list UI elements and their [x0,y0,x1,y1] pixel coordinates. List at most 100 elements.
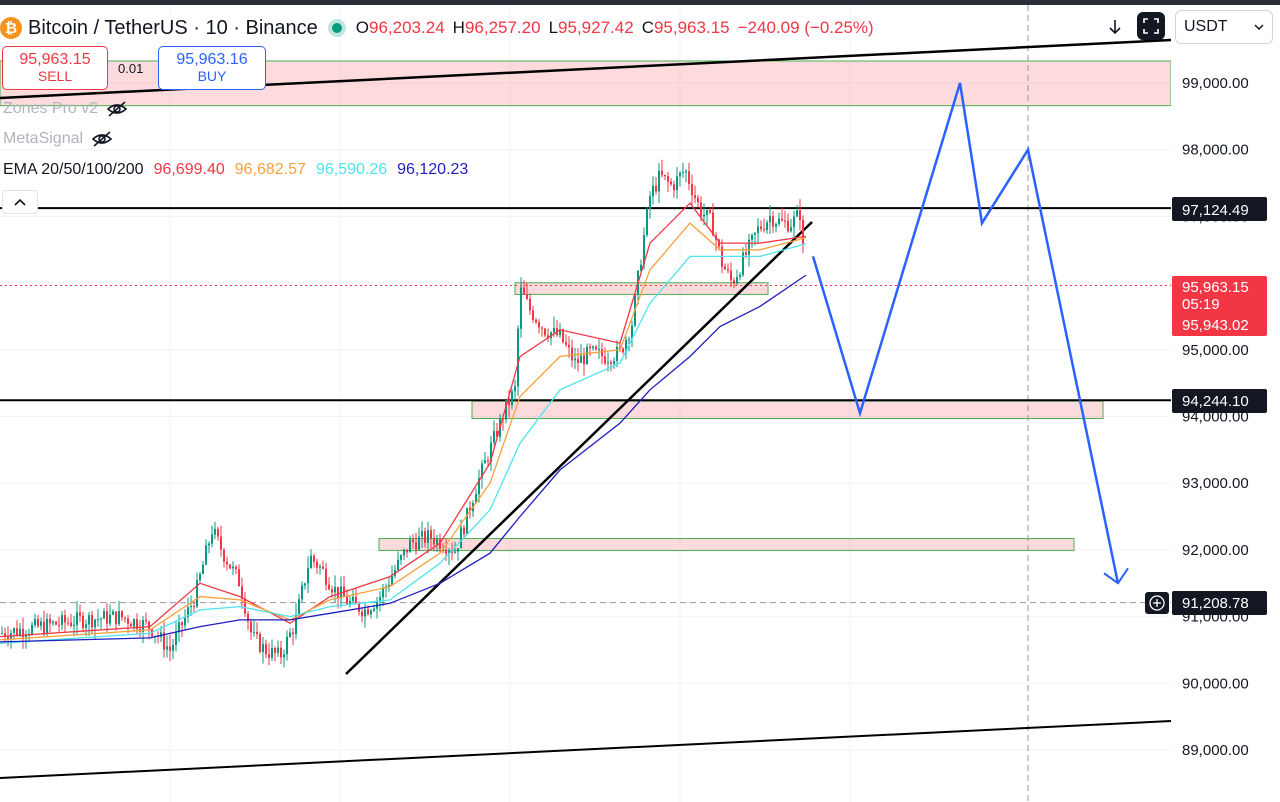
candle-body [409,539,411,553]
candle-body [205,545,207,565]
candle-body [313,555,315,562]
candle-body [250,621,252,633]
candle-body [511,391,513,406]
candle-body [40,621,42,627]
candle-body [364,609,366,617]
candle-body [592,346,594,349]
level-low-label [1172,389,1267,413]
indicator-metasignal-label: MetaSignal [3,130,84,147]
candle-body [586,346,588,365]
candle-body [661,170,663,175]
sell-label: SELL [37,68,73,84]
candle-body [253,631,255,633]
candle-body [418,536,420,550]
close-value: 95,963.15 [653,18,730,37]
candle-body [283,654,285,658]
candle-body [295,614,297,634]
ema-line-0 [0,202,807,638]
candle-body [106,611,108,624]
indicator-zones[interactable]: Zones Pro v2 [3,100,128,118]
candle-body [700,202,702,217]
candle-body [736,277,738,284]
candle-body [373,608,375,611]
candle-body [772,216,774,227]
candle-body [304,583,306,586]
candle-body [280,647,282,658]
candle-body [130,623,132,627]
candle-body [43,621,45,634]
candle-body [547,335,549,339]
candle-body [262,644,264,652]
candle-body [622,348,624,353]
symbol-title[interactable]: Bitcoin / TetherUS · 10 · Binance [28,16,318,39]
eye-hidden-icon[interactable] [106,100,128,118]
candle-body [619,346,621,349]
indicator-ema[interactable]: EMA 20/50/100/200 96,699.40 96,682.57 96… [3,161,468,179]
candle-body [421,531,423,537]
y-tick-label: 92,000.00 [1182,542,1249,559]
chevron-up-icon [14,198,26,206]
candle-body [559,329,561,336]
candle-body [538,322,540,328]
candle-body [664,174,666,177]
trendline-support [345,221,813,675]
sell-button[interactable]: 95,963.15 SELL [2,46,108,90]
candle-body [802,219,804,244]
order-quantity[interactable]: 0.01 [118,61,144,76]
candle-body [358,602,360,612]
level-low-label-text: 94,244.10 [1182,393,1249,410]
crosshair-price-label-text: 91,208.78 [1182,595,1249,612]
candle-body [112,611,114,615]
candle-body [484,460,486,464]
candle-body [742,252,744,275]
candle-body [109,614,111,624]
candle-body [4,633,6,637]
collapse-legend-button[interactable] [2,190,38,214]
ema-line-2 [0,243,807,644]
indicator-zones-label: Zones Pro v2 [3,100,99,117]
candle-body [466,507,468,535]
currency-select[interactable]: USDT [1175,10,1273,44]
candle-body [775,224,777,227]
candle-body [646,209,648,236]
candle-body [508,400,510,406]
buy-button[interactable]: 95,963.16 BUY [158,46,266,90]
candle-body [388,584,390,587]
candle-body [685,171,687,173]
candle-body [46,618,48,634]
fullscreen-button[interactable] [1137,12,1165,40]
candle-body [34,619,36,625]
indicator-metasignal[interactable]: MetaSignal [3,130,113,148]
candle-body [91,615,93,628]
candle-body [688,171,690,184]
scroll-to-latest-button[interactable] [1100,12,1130,42]
candle-body [436,538,438,545]
candle-body [745,252,747,255]
candle-body [781,218,783,221]
candle-body [616,346,618,362]
candle-body [517,328,519,387]
candle-body [94,619,96,628]
candle-body [148,621,150,629]
candle-body [553,327,555,333]
candle-body [118,610,120,625]
chart-header: ₿ Bitcoin / TetherUS · 10 · Binance O96,… [0,14,874,42]
candle-body [115,611,117,625]
candle-body [445,550,447,554]
candle-body [697,198,699,203]
candle-body [730,270,732,281]
candle-body [727,269,729,271]
eye-hidden-icon[interactable] [91,130,113,148]
candle-body [427,530,429,543]
candle-body [523,287,525,295]
candle-body [382,588,384,598]
candle-body [208,543,210,546]
ema-200-value: 96,120.23 [397,161,469,178]
candle-body [199,573,201,581]
candle-body [784,220,786,222]
candle-body [265,644,267,655]
candle-body [55,621,57,625]
candle-body [307,568,309,584]
candle-body [391,575,393,585]
